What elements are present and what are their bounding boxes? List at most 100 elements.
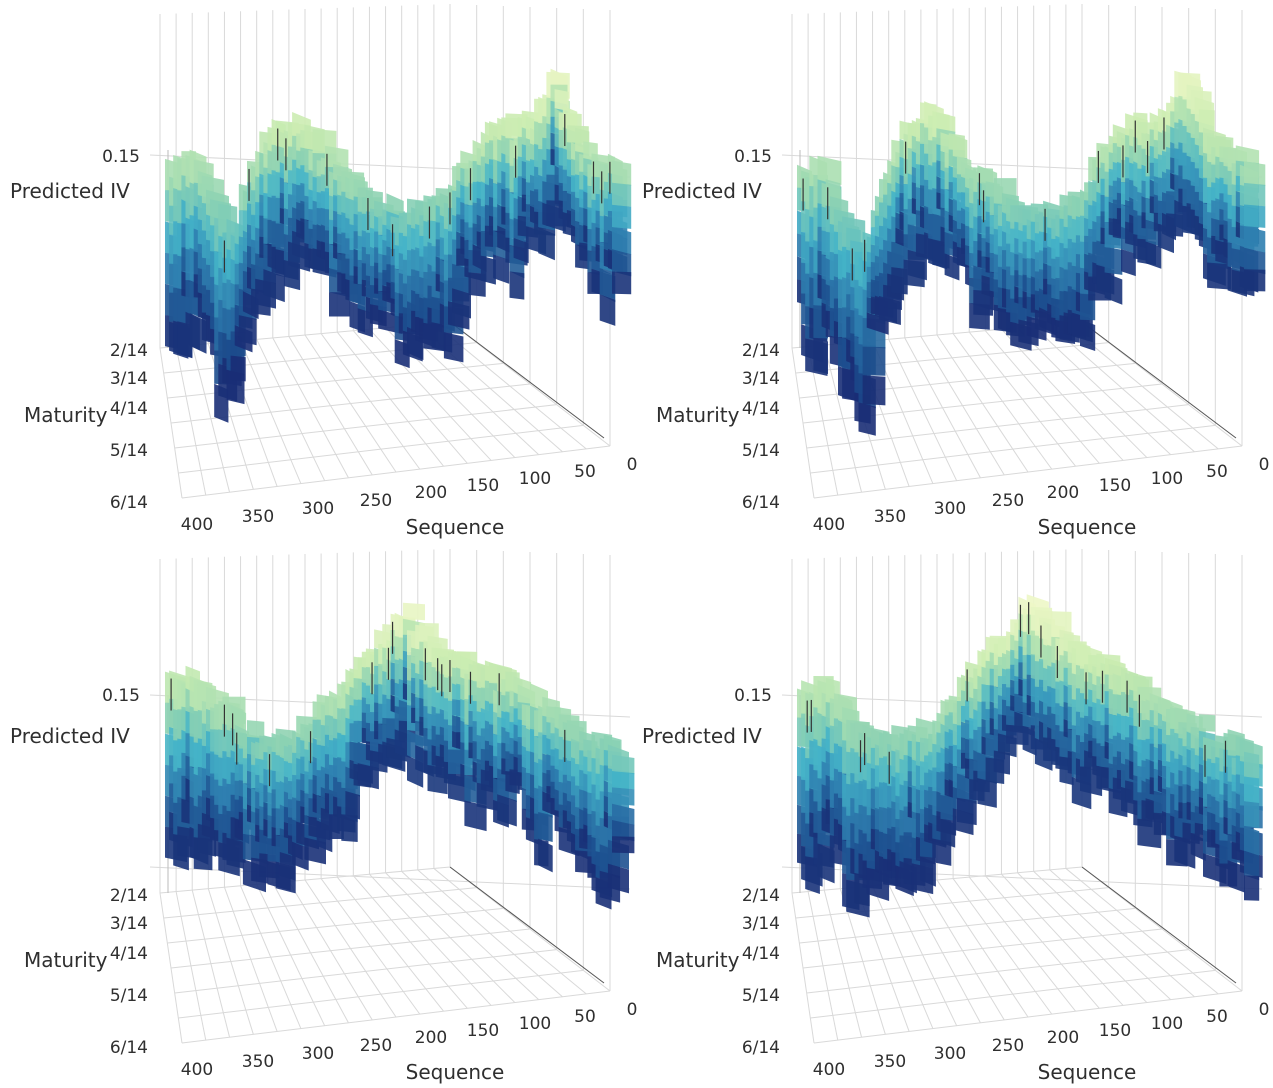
- x-tick-label: 100: [519, 1014, 551, 1034]
- z-tick-label: 0.15: [102, 147, 140, 167]
- surface-strip: [1244, 204, 1266, 228]
- x-tick-label: 300: [934, 1044, 966, 1064]
- surface-strip: [493, 254, 510, 284]
- surface-strip: [1244, 751, 1260, 780]
- surface-strip: [612, 271, 632, 295]
- surface-strip: [612, 182, 632, 207]
- surface-strip: [341, 814, 358, 842]
- x-tick-label: 350: [874, 507, 906, 527]
- surface-strip: [1244, 850, 1260, 881]
- y-tick-label: 6/14: [110, 1038, 148, 1058]
- surface-strip: [936, 112, 956, 133]
- axis-edge-line: [1081, 866, 1237, 984]
- surface-strip: [805, 856, 820, 894]
- floor-gridline: [181, 445, 611, 499]
- surface-strip: [1244, 825, 1260, 856]
- surface-strip: [345, 791, 360, 820]
- iv-surface: [165, 68, 632, 423]
- x-tick-label: 250: [360, 1036, 392, 1056]
- z-axis-title: Predicted IV: [642, 724, 762, 748]
- x-tick-label: 200: [415, 1028, 447, 1048]
- surface-strip: [612, 771, 635, 790]
- surface-strip: [1080, 319, 1096, 351]
- z-axis-title: Predicted IV: [642, 179, 762, 203]
- x-tick-label: 0: [627, 1000, 638, 1020]
- axis-labels: 0.15 Predicted IV 2/14 3/14 4/14 5/14 6/14 Matu…: [10, 147, 637, 539]
- x-tick-label: 200: [1047, 1028, 1079, 1048]
- surface-strip: [279, 852, 296, 881]
- axis-labels: 0.15 Predicted IV 2/14 3/14 4/14 5/14 6/14 Matu…: [10, 686, 637, 1084]
- surface-strip: [554, 89, 569, 111]
- x-tick-label: 400: [181, 1060, 213, 1080]
- surface-strip: [263, 269, 285, 303]
- surface-strip: [612, 754, 635, 775]
- x-tick-label: 0: [1259, 1000, 1270, 1020]
- floor-gridline: [174, 949, 557, 994]
- surface-strip: [1174, 835, 1196, 869]
- x-tick-label: 50: [1206, 1007, 1228, 1027]
- surface-strip: [247, 720, 265, 739]
- x-tick-label: 100: [519, 469, 551, 489]
- y-axis-title: Maturity: [24, 403, 108, 427]
- y-axis-title: Maturity: [656, 403, 740, 427]
- x-tick-label: 150: [1099, 476, 1131, 496]
- surface-strip: [940, 795, 956, 821]
- floor-gridline: [806, 404, 1189, 449]
- floor-gridline: [806, 949, 1189, 994]
- surface-strip: [891, 267, 908, 295]
- x-tick-label: 250: [992, 491, 1024, 511]
- surface-strip: [230, 355, 246, 382]
- surface-strip: [862, 346, 886, 376]
- surface-strip: [1207, 262, 1231, 290]
- surface-strip: [612, 787, 635, 806]
- surface-strip: [1244, 161, 1266, 187]
- axis-labels: 0.15 Predicted IV 2/14 3/14 4/14 5/14 6/14 Matu…: [642, 686, 1269, 1084]
- x-tick-label: 350: [242, 1052, 274, 1072]
- surface-strip: [386, 193, 404, 219]
- x-axis-title: Sequence: [406, 1060, 505, 1084]
- z-tick-label: 0.15: [734, 686, 772, 706]
- x-tick-label: 50: [574, 462, 596, 482]
- surface-strip: [1104, 247, 1123, 275]
- surface-strip: [230, 705, 247, 736]
- surface-strip: [497, 794, 517, 827]
- z-tick-label: 0.15: [102, 686, 140, 706]
- y-tick-label: 6/14: [742, 1038, 780, 1058]
- y-tick-label: 5/14: [110, 986, 148, 1006]
- surface-strip: [973, 290, 993, 316]
- floor-gridline: [795, 887, 1109, 919]
- x-tick-label: 300: [302, 499, 334, 519]
- y-tick-label: 4/14: [110, 944, 148, 964]
- surface-strip: [1244, 875, 1260, 901]
- surface-strip: [612, 249, 632, 277]
- y-tick-label: 3/14: [110, 914, 148, 934]
- surface-strip: [612, 820, 635, 842]
- y-tick-label: 3/14: [110, 369, 148, 389]
- iv-surface: [797, 70, 1266, 436]
- y-tick-label: 5/14: [742, 441, 780, 461]
- x-tick-label: 100: [1151, 469, 1183, 489]
- surface-plot-1: 0.15 Predicted IV 2/14 3/14 4/14 5/14 6/14 Matu…: [0, 0, 637, 543]
- surface-strip: [402, 602, 425, 621]
- surface-strip: [1198, 109, 1215, 134]
- surface-strip: [977, 778, 997, 808]
- floor-gridline: [178, 969, 584, 1019]
- x-tick-label: 50: [574, 1007, 596, 1027]
- floor-gridline: [170, 383, 531, 424]
- z-axis-title: Predicted IV: [10, 724, 130, 748]
- z-tick-label: 0.15: [734, 147, 772, 167]
- y-tick-label: 6/14: [110, 493, 148, 513]
- y-tick-label: 5/14: [742, 986, 780, 1006]
- surface-strip: [538, 227, 555, 261]
- x-axis-title: Sequence: [1038, 515, 1137, 539]
- y-tick-label: 4/14: [742, 944, 780, 964]
- x-tick-label: 250: [992, 1036, 1024, 1056]
- surface-strip: [324, 145, 349, 171]
- surface-strip: [858, 402, 876, 436]
- y-tick-label: 2/14: [110, 341, 148, 361]
- axis-labels: 0.15 Predicted IV 2/14 3/14 4/14 5/14 6/14 Matu…: [642, 147, 1269, 539]
- y-axis-title: Maturity: [656, 948, 740, 972]
- surface-strip: [329, 292, 351, 317]
- y-tick-label: 2/14: [742, 886, 780, 906]
- surface-strip: [1051, 611, 1072, 638]
